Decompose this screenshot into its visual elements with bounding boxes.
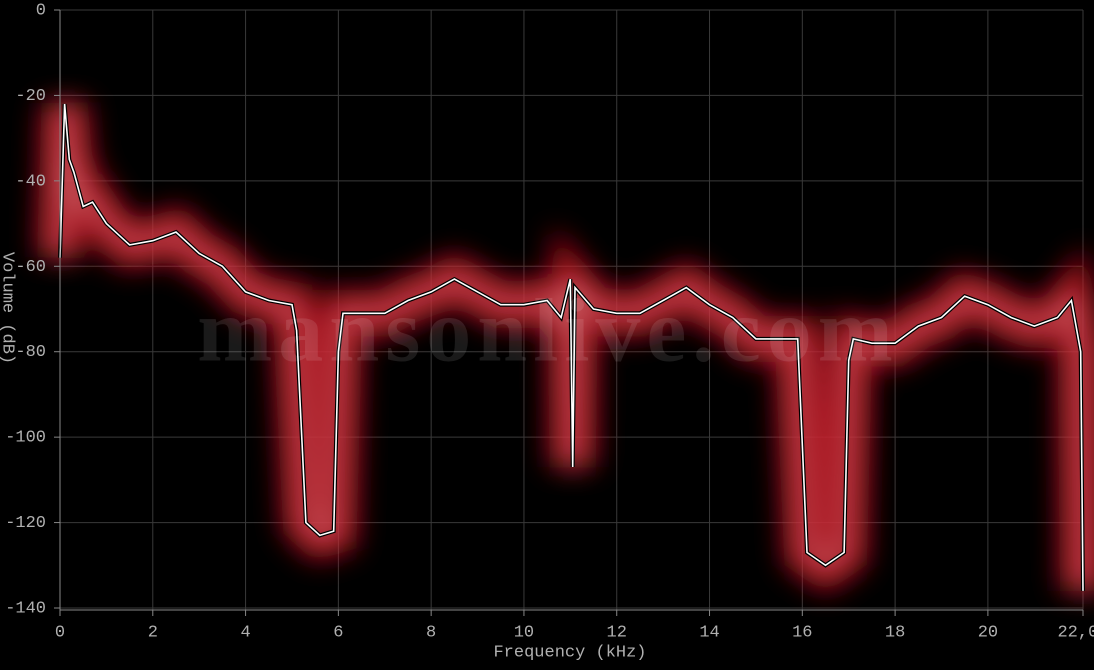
- y-tick-label: -60: [15, 258, 46, 277]
- x-tick-label: 8: [426, 623, 436, 642]
- y-axis-title: Volume (dB): [0, 252, 17, 364]
- x-tick-label: 2: [148, 623, 158, 642]
- x-tick-label: 22,05: [1057, 623, 1094, 642]
- x-tick-label: 0: [55, 623, 65, 642]
- x-tick-label: 16: [792, 623, 812, 642]
- x-tick-label: 12: [607, 623, 627, 642]
- watermark: mansonlive.com: [197, 282, 898, 381]
- x-tick-label: 18: [885, 623, 905, 642]
- y-tick-label: -40: [15, 172, 46, 191]
- y-tick-label: -100: [5, 429, 46, 448]
- y-tick-label: -20: [15, 87, 46, 106]
- x-axis-title: Frequency (kHz): [493, 643, 646, 662]
- y-tick-label: 0: [36, 1, 46, 20]
- spectrum-line: [59, 103, 1084, 591]
- y-tick-label: -140: [5, 599, 46, 618]
- y-tick-label: -80: [15, 343, 46, 362]
- x-tick-label: 6: [333, 623, 343, 642]
- x-tick-label: 20: [978, 623, 998, 642]
- x-tick-label: 4: [240, 623, 250, 642]
- x-tick-label: 14: [699, 623, 719, 642]
- y-tick-label: -120: [5, 514, 46, 533]
- x-tick-label: 10: [514, 623, 534, 642]
